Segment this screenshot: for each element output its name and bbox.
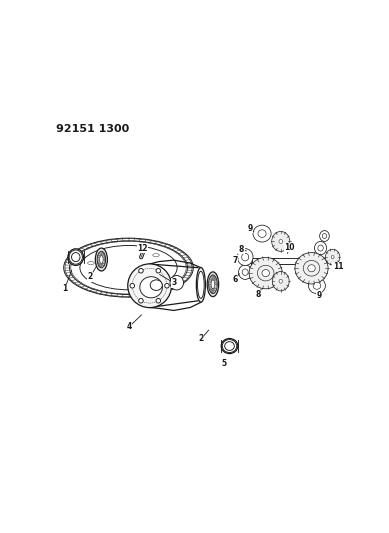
Ellipse shape [210,276,213,281]
Ellipse shape [272,272,289,291]
Text: 11: 11 [333,262,343,271]
Ellipse shape [140,277,163,298]
Ellipse shape [237,249,253,265]
Ellipse shape [102,263,103,267]
Ellipse shape [209,284,211,289]
Text: 8: 8 [239,245,244,254]
Ellipse shape [68,249,84,265]
Text: 10: 10 [284,243,294,252]
Ellipse shape [258,230,266,237]
Text: 2: 2 [199,334,204,343]
Ellipse shape [97,251,105,268]
Ellipse shape [100,252,102,256]
Circle shape [139,269,143,273]
Ellipse shape [211,276,214,280]
Ellipse shape [209,278,212,282]
Text: 8: 8 [256,290,261,300]
Ellipse shape [315,241,327,255]
Circle shape [156,298,161,303]
Ellipse shape [311,258,314,264]
Ellipse shape [98,257,100,262]
Ellipse shape [103,260,105,264]
Ellipse shape [196,268,205,302]
Ellipse shape [100,263,102,268]
Ellipse shape [272,231,290,252]
Ellipse shape [242,253,249,261]
Ellipse shape [209,282,211,287]
Ellipse shape [98,262,100,266]
Ellipse shape [308,278,325,294]
Ellipse shape [325,249,340,265]
Ellipse shape [215,282,217,287]
Ellipse shape [221,338,238,353]
Circle shape [139,298,143,303]
Ellipse shape [128,264,172,308]
Ellipse shape [198,271,204,298]
Text: 1: 1 [62,284,67,293]
Ellipse shape [295,253,328,284]
Ellipse shape [210,288,213,293]
Ellipse shape [212,288,215,293]
Ellipse shape [213,288,216,293]
Ellipse shape [249,257,282,289]
Circle shape [165,284,169,288]
Text: 9: 9 [247,224,252,233]
Ellipse shape [102,253,104,257]
Ellipse shape [98,260,100,264]
Ellipse shape [213,276,216,281]
Text: 92151 1300: 92151 1300 [56,125,130,134]
Text: 3: 3 [171,278,176,287]
Ellipse shape [98,255,100,260]
Text: 5: 5 [222,359,227,368]
Ellipse shape [214,286,216,291]
Ellipse shape [69,250,82,264]
Ellipse shape [279,239,282,244]
Ellipse shape [262,270,270,277]
Ellipse shape [211,288,214,293]
Text: 12: 12 [137,244,148,253]
Ellipse shape [215,284,217,289]
Ellipse shape [320,231,329,241]
Text: 4: 4 [127,322,132,331]
Ellipse shape [209,275,217,294]
Ellipse shape [238,265,252,279]
Ellipse shape [103,257,105,262]
Ellipse shape [214,278,216,282]
Text: 2: 2 [88,272,93,281]
Ellipse shape [242,269,248,276]
Ellipse shape [250,258,252,264]
Ellipse shape [170,276,184,290]
Ellipse shape [207,272,219,296]
Ellipse shape [102,262,104,266]
Ellipse shape [253,225,271,242]
Ellipse shape [331,255,334,259]
Text: 7: 7 [232,256,238,264]
Ellipse shape [72,253,80,262]
Ellipse shape [225,342,234,350]
Ellipse shape [98,253,100,257]
Ellipse shape [99,263,102,267]
Ellipse shape [99,252,102,256]
Text: 6: 6 [232,275,238,284]
Ellipse shape [222,340,237,352]
Ellipse shape [209,280,211,285]
Ellipse shape [215,280,217,285]
Text: 9: 9 [317,291,322,300]
Ellipse shape [209,286,212,291]
Ellipse shape [322,233,327,238]
Ellipse shape [103,255,105,260]
Ellipse shape [279,279,282,283]
Ellipse shape [212,276,215,280]
Circle shape [130,284,135,288]
Circle shape [156,269,161,273]
Ellipse shape [313,282,321,289]
Ellipse shape [95,248,107,271]
Ellipse shape [318,245,323,251]
Ellipse shape [102,252,103,256]
Ellipse shape [308,265,315,272]
Ellipse shape [150,280,162,290]
